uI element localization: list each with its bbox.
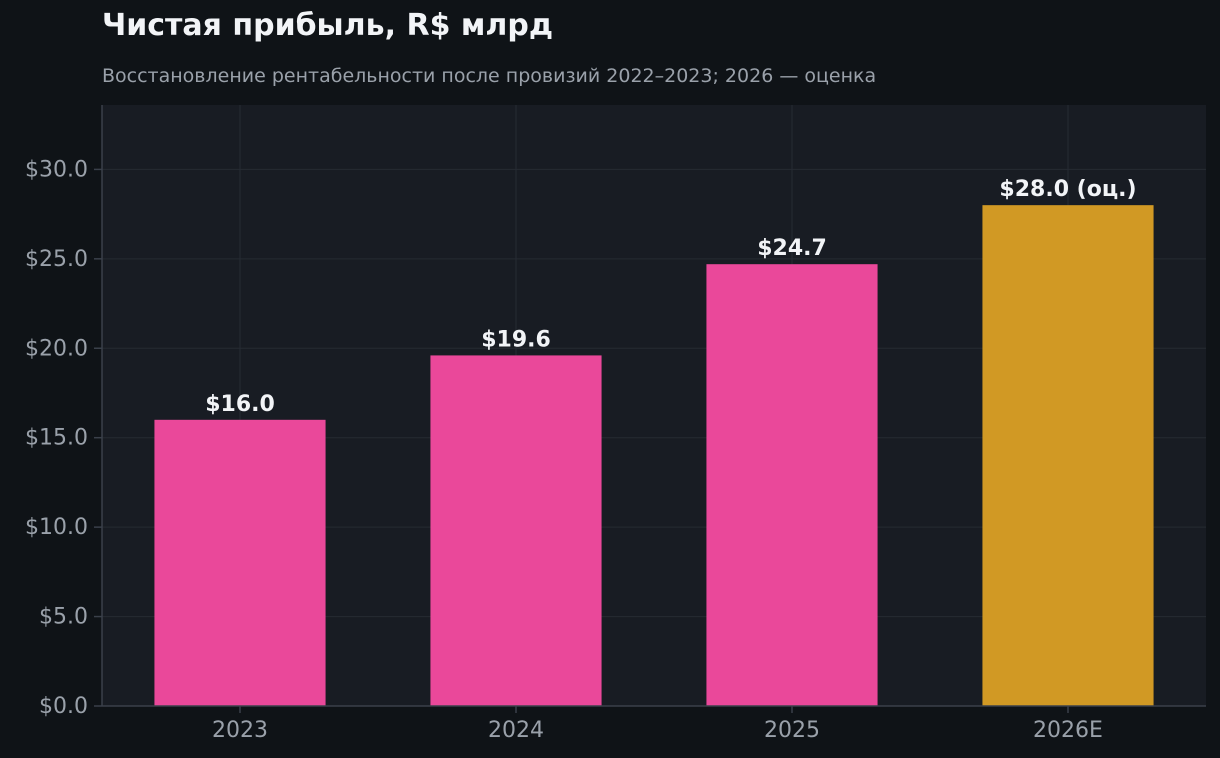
bar-value-label: $19.6 [481, 327, 551, 352]
bars [154, 205, 1154, 706]
y-tick-label: $20.0 [25, 336, 88, 361]
bar-estimate [982, 205, 1154, 706]
y-tick-label: $10.0 [25, 515, 88, 540]
x-tick-label: 2026E [1033, 718, 1103, 743]
bar-value-label: $28.0 (оц.) [999, 177, 1136, 202]
y-tick-label: $5.0 [39, 605, 88, 630]
chart-title: Чистая прибыль, R$ млрд [102, 8, 554, 43]
chart-subtitle: Восстановление рентабельности после пров… [102, 65, 877, 87]
y-tick-label: $30.0 [25, 157, 88, 182]
y-tick-label: $25.0 [25, 247, 88, 272]
labels: $16.0 $19.6 $24.7 $28.0 (оц.) [205, 177, 1136, 417]
bar-value-label: $24.7 [757, 236, 827, 261]
x-tick-label: 2025 [764, 718, 820, 743]
bar-value-label: $16.0 [205, 392, 275, 417]
y-tick-label: $15.0 [25, 426, 88, 451]
y-tick-label: $0.0 [39, 694, 88, 719]
x-tick-label: 2023 [212, 718, 268, 743]
axes: $0.0 $5.0 $10.0 $15.0 $20.0 $25.0 $30.0 2023 202… [25, 105, 1206, 743]
bar [706, 264, 878, 706]
bar [154, 419, 326, 706]
x-tick-label: 2024 [488, 718, 544, 743]
bar [430, 355, 602, 706]
